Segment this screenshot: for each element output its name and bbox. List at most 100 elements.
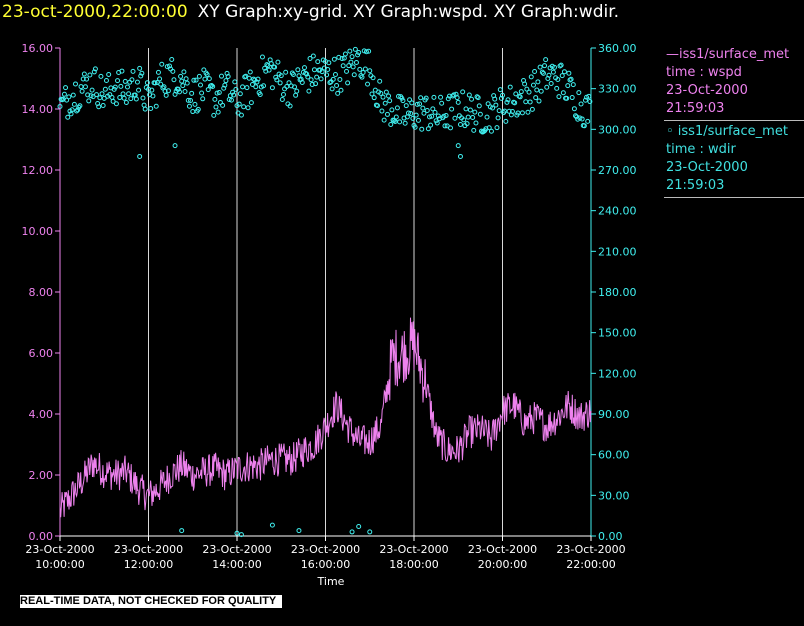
wdir-point <box>216 89 222 95</box>
wdir-point <box>185 97 191 103</box>
wdir-point <box>338 87 344 93</box>
wdir-point <box>245 105 251 111</box>
wdir-point <box>441 113 447 119</box>
wdir-point <box>356 49 362 55</box>
wdir-point <box>189 90 195 96</box>
wdir-point <box>351 72 357 78</box>
wdir-point <box>438 94 444 100</box>
wdir-point <box>435 113 441 119</box>
wdir-point <box>206 76 212 82</box>
left-tick-label: 12.00 <box>22 164 54 177</box>
wdir-point <box>346 63 352 69</box>
wdir-point <box>293 92 299 98</box>
wdir-point <box>292 84 298 90</box>
wdir-point <box>244 85 250 91</box>
wdir-point <box>457 122 463 128</box>
wdir-point <box>84 76 90 82</box>
wdir-point <box>486 125 492 131</box>
wdir-point <box>582 97 588 103</box>
x-tick-date-label: 23-Oct-2000 <box>114 543 183 556</box>
wdir-point <box>381 117 387 123</box>
wdir-point <box>204 71 210 77</box>
x-tick-date-label: 23-Oct-2000 <box>468 543 537 556</box>
wdir-point <box>384 111 390 117</box>
wdir-point <box>117 95 123 101</box>
wdir-point <box>469 96 475 102</box>
wspd-line <box>59 317 592 518</box>
wdir-point <box>164 64 170 70</box>
wdir-point <box>476 103 482 109</box>
wspd-series <box>59 317 592 518</box>
wdir-point <box>313 81 319 87</box>
right-tick-label: 360.00 <box>598 42 637 55</box>
wdir-point <box>530 82 536 88</box>
wdir-point <box>579 116 585 122</box>
wdir-point <box>232 79 238 85</box>
wdir-point <box>365 81 371 87</box>
wdir-point <box>167 63 173 69</box>
wdir-point <box>380 94 386 100</box>
wdir-point <box>91 69 97 75</box>
wdir-point <box>248 100 254 106</box>
wdir-point <box>410 115 416 121</box>
wdir-point <box>144 80 150 86</box>
wdir-point <box>124 84 130 90</box>
wdir-point <box>233 86 239 92</box>
wdir-point <box>181 69 187 75</box>
wdir-point <box>237 91 243 97</box>
wdir-point <box>474 94 480 100</box>
wdir-point <box>133 96 139 102</box>
wdir-point <box>360 69 366 75</box>
wdir-point <box>209 83 215 89</box>
left-tick-label: 14.00 <box>22 103 54 116</box>
wdir-point <box>192 101 198 107</box>
wdir-point <box>71 101 77 107</box>
x-tick-date-label: 23-Oct-2000 <box>379 543 448 556</box>
wdir-point <box>534 87 540 93</box>
wdir-point <box>424 108 430 114</box>
wdir-point <box>63 85 69 91</box>
wdir-point <box>397 119 403 125</box>
wdir-point <box>238 112 244 118</box>
wdir-point <box>266 67 272 73</box>
wdir-point <box>277 80 283 86</box>
x-tick-time-label: 22:00:00 <box>566 558 615 571</box>
right-tick-label: 240.00 <box>598 205 637 218</box>
wdir-point <box>106 71 112 77</box>
wdir-point <box>500 92 505 98</box>
legend-wdir-date: 23-Oct-2000 <box>666 160 748 175</box>
wdir-point <box>275 59 281 65</box>
wdir-point <box>533 95 539 101</box>
wdir-point <box>148 105 154 111</box>
wdir-point <box>319 69 325 75</box>
wdir-point <box>149 87 155 93</box>
right-tick-label: 0.00 <box>598 530 623 543</box>
wdir-point <box>222 82 228 88</box>
wdir-point <box>403 103 409 109</box>
wdir-point <box>429 113 435 119</box>
wdir-point <box>350 64 356 70</box>
wdir-point <box>195 106 201 112</box>
wdir-point <box>496 108 502 114</box>
wdir-point <box>506 108 512 114</box>
wdir-point <box>561 69 567 75</box>
wdir-point <box>121 95 127 101</box>
wdir-point <box>314 74 320 80</box>
wdir-point <box>542 63 548 69</box>
wdir-point <box>367 529 373 535</box>
wdir-point <box>428 122 434 128</box>
wdir-point <box>213 104 219 110</box>
wdir-point <box>451 92 457 98</box>
wdir-point <box>425 126 431 132</box>
wdir-point <box>158 81 164 87</box>
legend-wspd-time: 21:59:03 <box>666 101 725 116</box>
wdir-point <box>193 77 199 83</box>
legend-entry-wspd: —iss1/surface_met time : wspd 23-Oct-200… <box>664 44 804 121</box>
wdir-point <box>568 76 574 82</box>
wdir-point <box>176 89 182 95</box>
x-tick-time-label: 12:00:00 <box>124 558 173 571</box>
wdir-point <box>257 91 263 97</box>
wdir-point <box>464 121 470 127</box>
wdir-point <box>366 48 372 54</box>
